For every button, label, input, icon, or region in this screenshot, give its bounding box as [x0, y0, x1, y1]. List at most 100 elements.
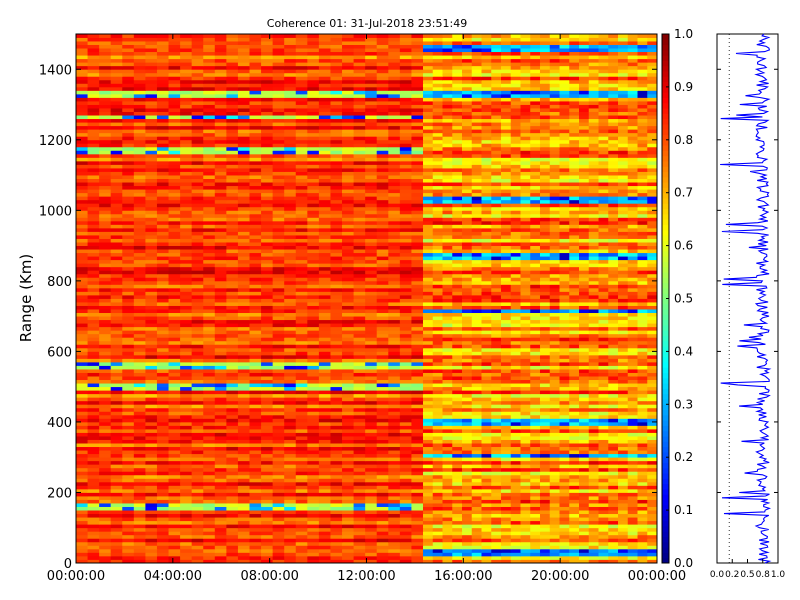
heatmap-cell	[214, 492, 227, 497]
heatmap-cell	[399, 559, 412, 564]
heatmap-cell	[353, 298, 366, 303]
heatmap-cell	[365, 358, 378, 363]
heatmap-cell	[491, 492, 502, 497]
heatmap-plot	[76, 34, 658, 564]
heatmap-cell	[461, 559, 473, 564]
heatmap-cell	[284, 407, 297, 412]
heatmap-cell	[133, 414, 146, 419]
heatmap-cell	[579, 242, 590, 246]
heatmap-cell	[491, 256, 502, 261]
heatmap-cell	[226, 524, 239, 529]
heatmap-cell	[249, 541, 262, 546]
heatmap-cell	[520, 270, 531, 275]
heatmap-cell	[491, 467, 502, 472]
heatmap-cell	[237, 531, 250, 536]
heatmap-cell	[471, 270, 482, 275]
heatmap-cell	[647, 513, 658, 518]
heatmap-cell	[376, 524, 389, 529]
heatmap-cell	[226, 471, 239, 476]
heatmap-cell	[549, 393, 560, 398]
heatmap-cell	[618, 379, 629, 384]
heatmap-cell	[559, 249, 570, 254]
heatmap-cell	[122, 369, 135, 373]
heatmap-cell	[549, 326, 560, 331]
heatmap-cell	[249, 495, 262, 500]
heatmap-cell	[452, 347, 463, 352]
heatmap-cell	[520, 326, 531, 331]
heatmap-cell	[500, 256, 512, 261]
heatmap-cell	[87, 294, 100, 299]
heatmap-cell	[168, 559, 181, 564]
heatmap-cell	[647, 534, 658, 539]
heatmap-cell	[530, 372, 541, 377]
heatmap-cell	[214, 481, 227, 486]
heatmap-cell	[295, 298, 308, 303]
heatmap-cell	[452, 478, 463, 483]
heatmap-cell	[226, 344, 239, 349]
heatmap-cell	[284, 450, 297, 455]
heatmap-cell	[647, 400, 658, 405]
heatmap-cell	[318, 344, 331, 349]
heatmap-cell	[530, 386, 541, 391]
heatmap-cell	[608, 555, 619, 560]
heatmap-cell	[307, 548, 320, 553]
heatmap-cell	[452, 245, 463, 250]
heatmap-cell	[510, 432, 521, 437]
heatmap-cell	[203, 439, 216, 444]
heatmap-cell	[598, 386, 609, 391]
heatmap-cell	[500, 400, 512, 405]
heatmap-cell	[500, 319, 512, 324]
heatmap-cell	[549, 421, 560, 426]
heatmap-cell	[168, 457, 181, 462]
heatmap-cell	[399, 418, 412, 423]
heatmap-cell	[168, 478, 181, 483]
heatmap-cell	[214, 439, 227, 444]
heatmap-cell	[365, 376, 378, 381]
heatmap-cell	[471, 252, 482, 257]
heatmap-cell	[500, 294, 512, 299]
heatmap-cell	[307, 488, 320, 493]
heatmap-cell	[618, 330, 629, 335]
heatmap-cell	[539, 397, 551, 402]
heatmap-cell	[226, 443, 239, 448]
heatmap-cell	[491, 312, 502, 317]
heatmap-cell	[87, 287, 100, 292]
heatmap-cell	[203, 400, 216, 405]
heatmap-cell	[226, 400, 239, 405]
heatmap-cell	[510, 457, 521, 462]
heatmap-cell	[588, 421, 599, 426]
heatmap-cell	[539, 312, 551, 317]
heatmap-cell	[471, 464, 482, 469]
heatmap-cell	[627, 407, 638, 412]
heatmap-cell	[284, 471, 297, 476]
heatmap-cell	[156, 506, 170, 511]
heatmap-cell	[365, 474, 378, 479]
heatmap-cell	[214, 524, 227, 529]
heatmap-cell	[318, 256, 331, 261]
heatmap-cell	[588, 376, 599, 381]
heatmap-cell	[627, 316, 638, 321]
heatmap-cell	[559, 485, 570, 490]
heatmap-cell	[569, 488, 580, 493]
heatmap-cell	[376, 309, 389, 314]
heatmap-cell	[608, 443, 619, 448]
heatmap-cell	[411, 287, 424, 292]
heatmap-cell	[76, 555, 89, 560]
heatmap-cell	[133, 270, 146, 275]
heatmap-cell	[627, 326, 638, 331]
heatmap-cell	[110, 379, 123, 384]
heatmap-cell	[110, 428, 123, 433]
heatmap-cell	[261, 460, 274, 465]
heatmap-cell	[353, 238, 366, 243]
heatmap-cell	[99, 238, 112, 243]
heatmap-cell	[226, 503, 239, 507]
heatmap-cell	[237, 242, 250, 246]
heatmap-cell	[203, 503, 216, 507]
heatmap-cell	[530, 471, 541, 476]
heatmap-cell	[330, 358, 343, 363]
heatmap-cell	[481, 361, 492, 366]
heatmap-cell	[569, 503, 580, 507]
heatmap-cell	[122, 294, 135, 299]
heatmap-cell	[481, 365, 492, 370]
heatmap-cell	[284, 555, 297, 560]
